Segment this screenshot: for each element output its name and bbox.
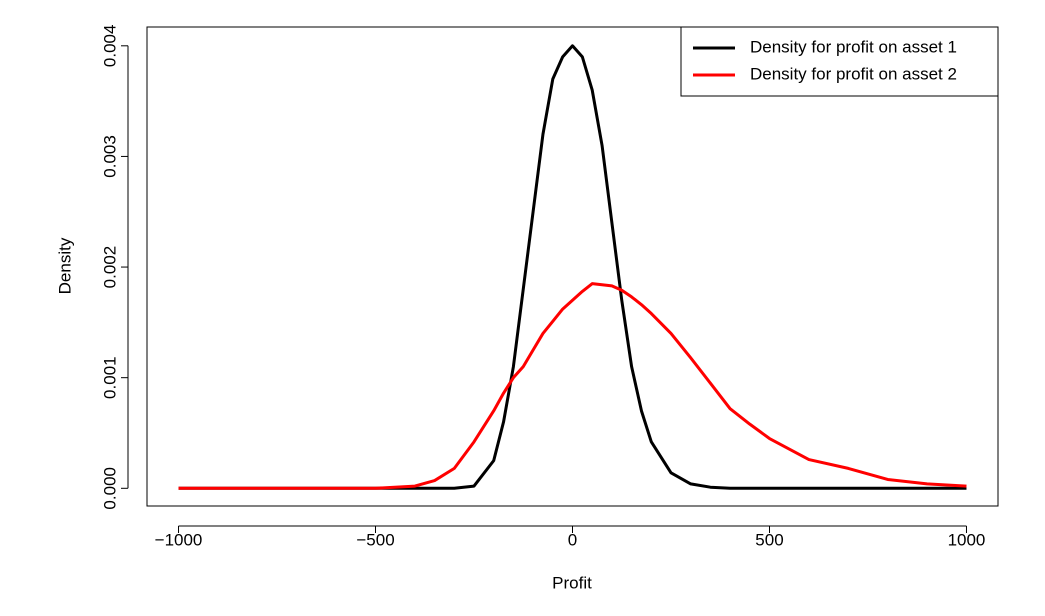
legend-label: Density for profit on asset 2 <box>750 64 957 83</box>
x-tick-label: 0 <box>568 530 577 549</box>
x-tick-label: −1000 <box>155 530 203 549</box>
x-tick-label: 500 <box>755 530 783 549</box>
legend-label: Density for profit on asset 1 <box>750 37 957 56</box>
y-tick-label: 0.002 <box>100 246 119 289</box>
y-axis-label: Density <box>55 237 74 294</box>
x-tick-label: −500 <box>356 530 394 549</box>
y-tick-label: 0.004 <box>100 25 119 68</box>
y-tick-label: 0.001 <box>100 356 119 399</box>
line-series <box>178 282 967 490</box>
line-series <box>178 44 967 490</box>
x-tick-label: 1000 <box>948 530 986 549</box>
y-tick-label: 0.000 <box>100 467 119 510</box>
plot-box <box>146 26 999 507</box>
y-tick-label: 0.003 <box>100 135 119 178</box>
legend-box <box>680 26 999 97</box>
x-axis-label: Profit <box>552 573 592 592</box>
